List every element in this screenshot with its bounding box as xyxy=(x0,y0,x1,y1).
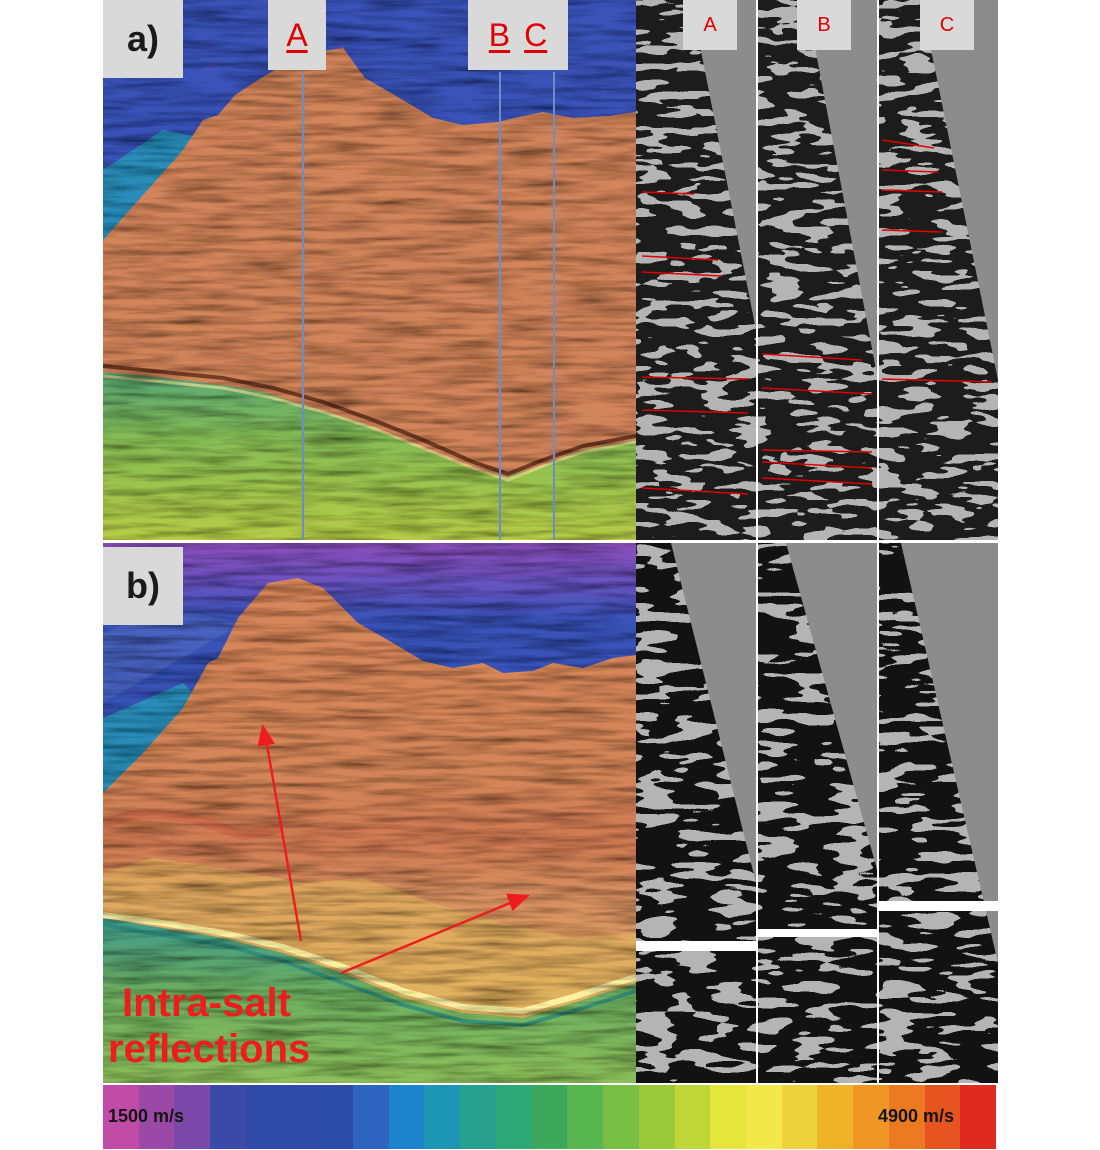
colorbar-swatch xyxy=(388,1085,425,1149)
seismic-section-a xyxy=(103,0,636,540)
colorbar-swatch xyxy=(174,1085,211,1149)
well-label-c: C xyxy=(524,16,548,53)
colorbar-swatch xyxy=(317,1085,354,1149)
colorbar-swatch xyxy=(495,1085,532,1149)
colorbar-swatch xyxy=(960,1085,996,1149)
well-label-bc: B C xyxy=(468,0,568,70)
colorbar-swatch xyxy=(245,1085,282,1149)
colorbar-swatch xyxy=(781,1085,818,1149)
section-b xyxy=(103,543,636,1083)
colorbar-swatch xyxy=(210,1085,246,1149)
intra-salt-annotation: Intra-salt reflections xyxy=(108,980,310,1072)
colorbar-swatch xyxy=(531,1085,568,1149)
colorbar-swatch xyxy=(924,1085,961,1149)
panel-a-label: a) xyxy=(103,0,183,78)
colorbar-swatch xyxy=(281,1085,318,1149)
colorbar-swatch xyxy=(710,1085,746,1149)
colorbar-swatch xyxy=(460,1085,496,1149)
trace-header-a: A xyxy=(683,0,737,50)
colorbar-swatch xyxy=(888,1085,925,1149)
colorbar-swatch xyxy=(745,1085,782,1149)
colorbar-swatch xyxy=(853,1085,889,1149)
colorbar-max-label: 4900 m/s xyxy=(878,1106,955,1126)
colorbar-swatch xyxy=(424,1085,461,1149)
section-a xyxy=(103,0,636,540)
traces-panel-b xyxy=(636,543,998,1083)
colorbar-swatch xyxy=(674,1085,711,1149)
traces-panel-a xyxy=(636,0,998,540)
colorbar-swatch xyxy=(638,1085,675,1149)
colorbar-swatch xyxy=(817,1085,854,1149)
colorbar-swatch xyxy=(103,1085,139,1149)
colorbar-swatch xyxy=(138,1085,175,1149)
well-label-b: B xyxy=(488,16,511,53)
trace-header-b: B xyxy=(797,0,851,50)
colorbar-swatch xyxy=(353,1085,389,1149)
seismic-section-b xyxy=(103,543,636,1083)
colorbar-swatch xyxy=(603,1085,639,1149)
colorbar-swatch xyxy=(567,1085,604,1149)
colorbar-min-label: 1500 m/s xyxy=(108,1106,185,1126)
velocity-colorbar xyxy=(103,1085,996,1149)
annotation-line-2: reflections xyxy=(108,1027,311,1071)
trace-header-c: C xyxy=(920,0,974,50)
annotation-line-1: Intra-salt xyxy=(122,981,291,1025)
well-label-a: A xyxy=(268,0,326,70)
panel-b-label: b) xyxy=(103,547,183,625)
